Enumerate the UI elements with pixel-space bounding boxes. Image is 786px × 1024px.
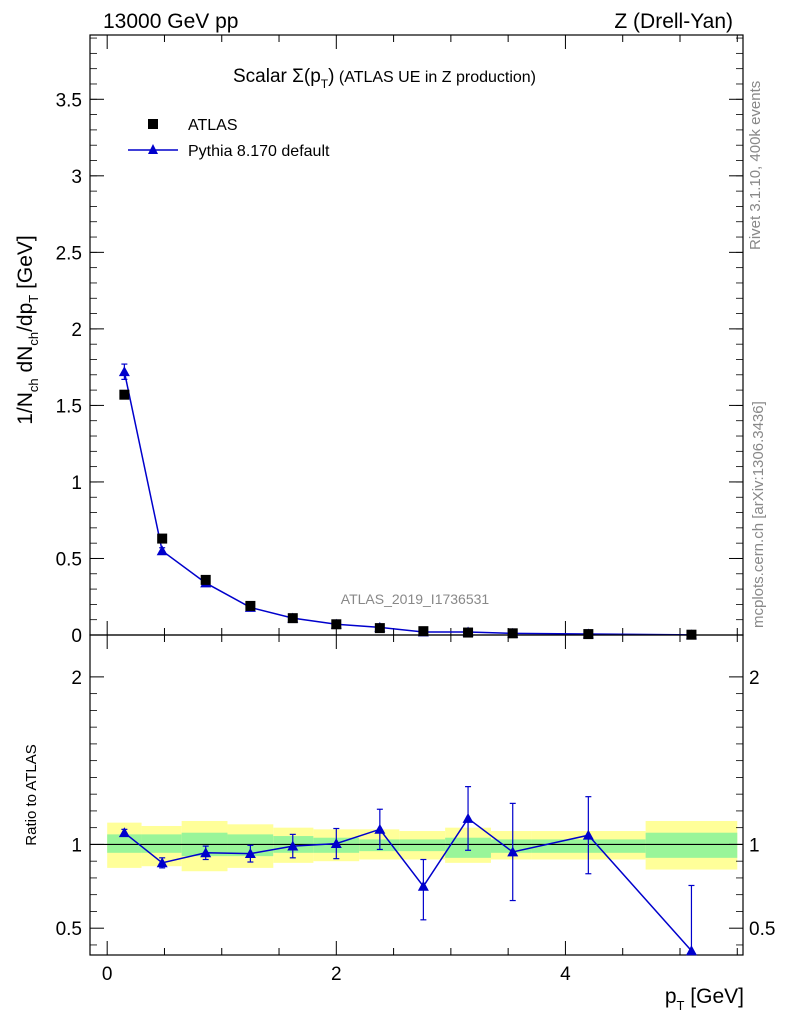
ratio-y-axis-label: Ratio to ATLAS [23,744,40,845]
mc-ratio-point [330,838,342,848]
legend-data-label: ATLAS [188,117,238,134]
mc-ratio-point [462,812,474,823]
mc-ratio-point [287,840,299,851]
main-y-ticks: 0 0.5 1 1.5 2 2.5 3 3.5 [56,37,743,647]
plot-title: Scalar Σ(pT) (ATLAS UE in Z production) [233,66,536,91]
ratio-x-ticks: 0 2 4 [102,635,738,985]
data-point [157,533,168,544]
data-point [287,613,298,624]
ratio-y-tick-label: 0.5 [56,919,82,940]
main-y-tick-label: 3 [71,167,82,188]
ratio-mc-series [118,786,697,956]
data-point [331,619,342,630]
ratio-frame [89,634,744,956]
legend-data-marker [148,119,158,129]
ratio-bands [107,820,738,872]
x-tick-label: 2 [331,964,342,985]
mc-ratio-point [374,823,386,834]
main-y-tick-label: 1.5 [56,396,82,417]
mc-line [123,371,692,636]
ratio-plot: 0.5 0.5 1 1 2 2 0 2 4 Ratio to ATLAS [23,634,775,985]
mc-ratio-point [685,945,697,956]
ratio-y-tick-label-right: 2 [749,668,760,689]
main-y-tick-label: 1 [71,473,82,494]
mc-ratio-point [118,827,130,838]
main-y-tick-label: 0.5 [56,549,82,570]
data-point [119,389,130,400]
main-x-ticks [106,35,738,635]
data-point [418,626,429,637]
mcplots-label: mcplots.cern.ch [arXiv:1306.3436] [750,401,767,628]
rivet-label: Rivet 3.1.10, 400k events [747,81,764,250]
ratio-y-tick-label: 1 [71,835,82,856]
ratio-y-tick-label-right: 0.5 [749,919,775,940]
mc-ratio-point [582,829,594,840]
mc-ratio-point [507,846,519,857]
main-y-tick-label: 0 [71,626,82,647]
x-tick-label: 4 [560,964,571,985]
main-y-tick-label: 2 [71,320,82,341]
data-point [200,574,211,585]
data-uncertainty-band-inner [399,839,446,852]
header-left: 13000 GeV pp [103,10,238,33]
data-point [245,600,256,611]
data-point [583,629,594,640]
mc-point [156,545,168,556]
ratio-y-ticks: 0.5 0.5 1 1 2 2 [56,668,775,946]
data-point [374,623,385,634]
main-y-tick-label: 3.5 [56,90,82,111]
mc-ratio-point [244,848,256,859]
data-uncertainty-band-inner [107,834,142,853]
mc-ratio-point [156,857,168,868]
main-plot: Scalar Σ(pT) (ATLAS UE in Z production) … [14,34,744,647]
legend-mc-marker [148,144,158,154]
main-y-axis-label: 1/Nch dNch/dpT [GeV] [14,235,41,425]
x-axis-label: pT [GeV] [665,985,744,1013]
mc-point [118,366,130,377]
data-uncertainty-band-inner [645,832,738,858]
mc-ratio-line [123,817,693,952]
x-tick-label: 0 [102,964,113,985]
ratio-y-tick-label-right: 1 [749,835,760,856]
legend-mc-label: Pythia 8.170 default [188,143,330,160]
data-uncertainty-band-inner [141,834,182,853]
data-point [507,628,518,639]
mc-ratio-point [200,847,212,858]
header-right: Z (Drell-Yan) [614,10,733,33]
ratio-y-tick-label: 2 [71,668,82,689]
legend: ATLAS Pythia 8.170 default [128,117,330,160]
analysis-label: ATLAS_2019_I1736531 [341,591,490,607]
mc-ratio-point [417,880,429,891]
main-y-tick-label: 2.5 [56,243,82,264]
data-point [463,627,474,638]
